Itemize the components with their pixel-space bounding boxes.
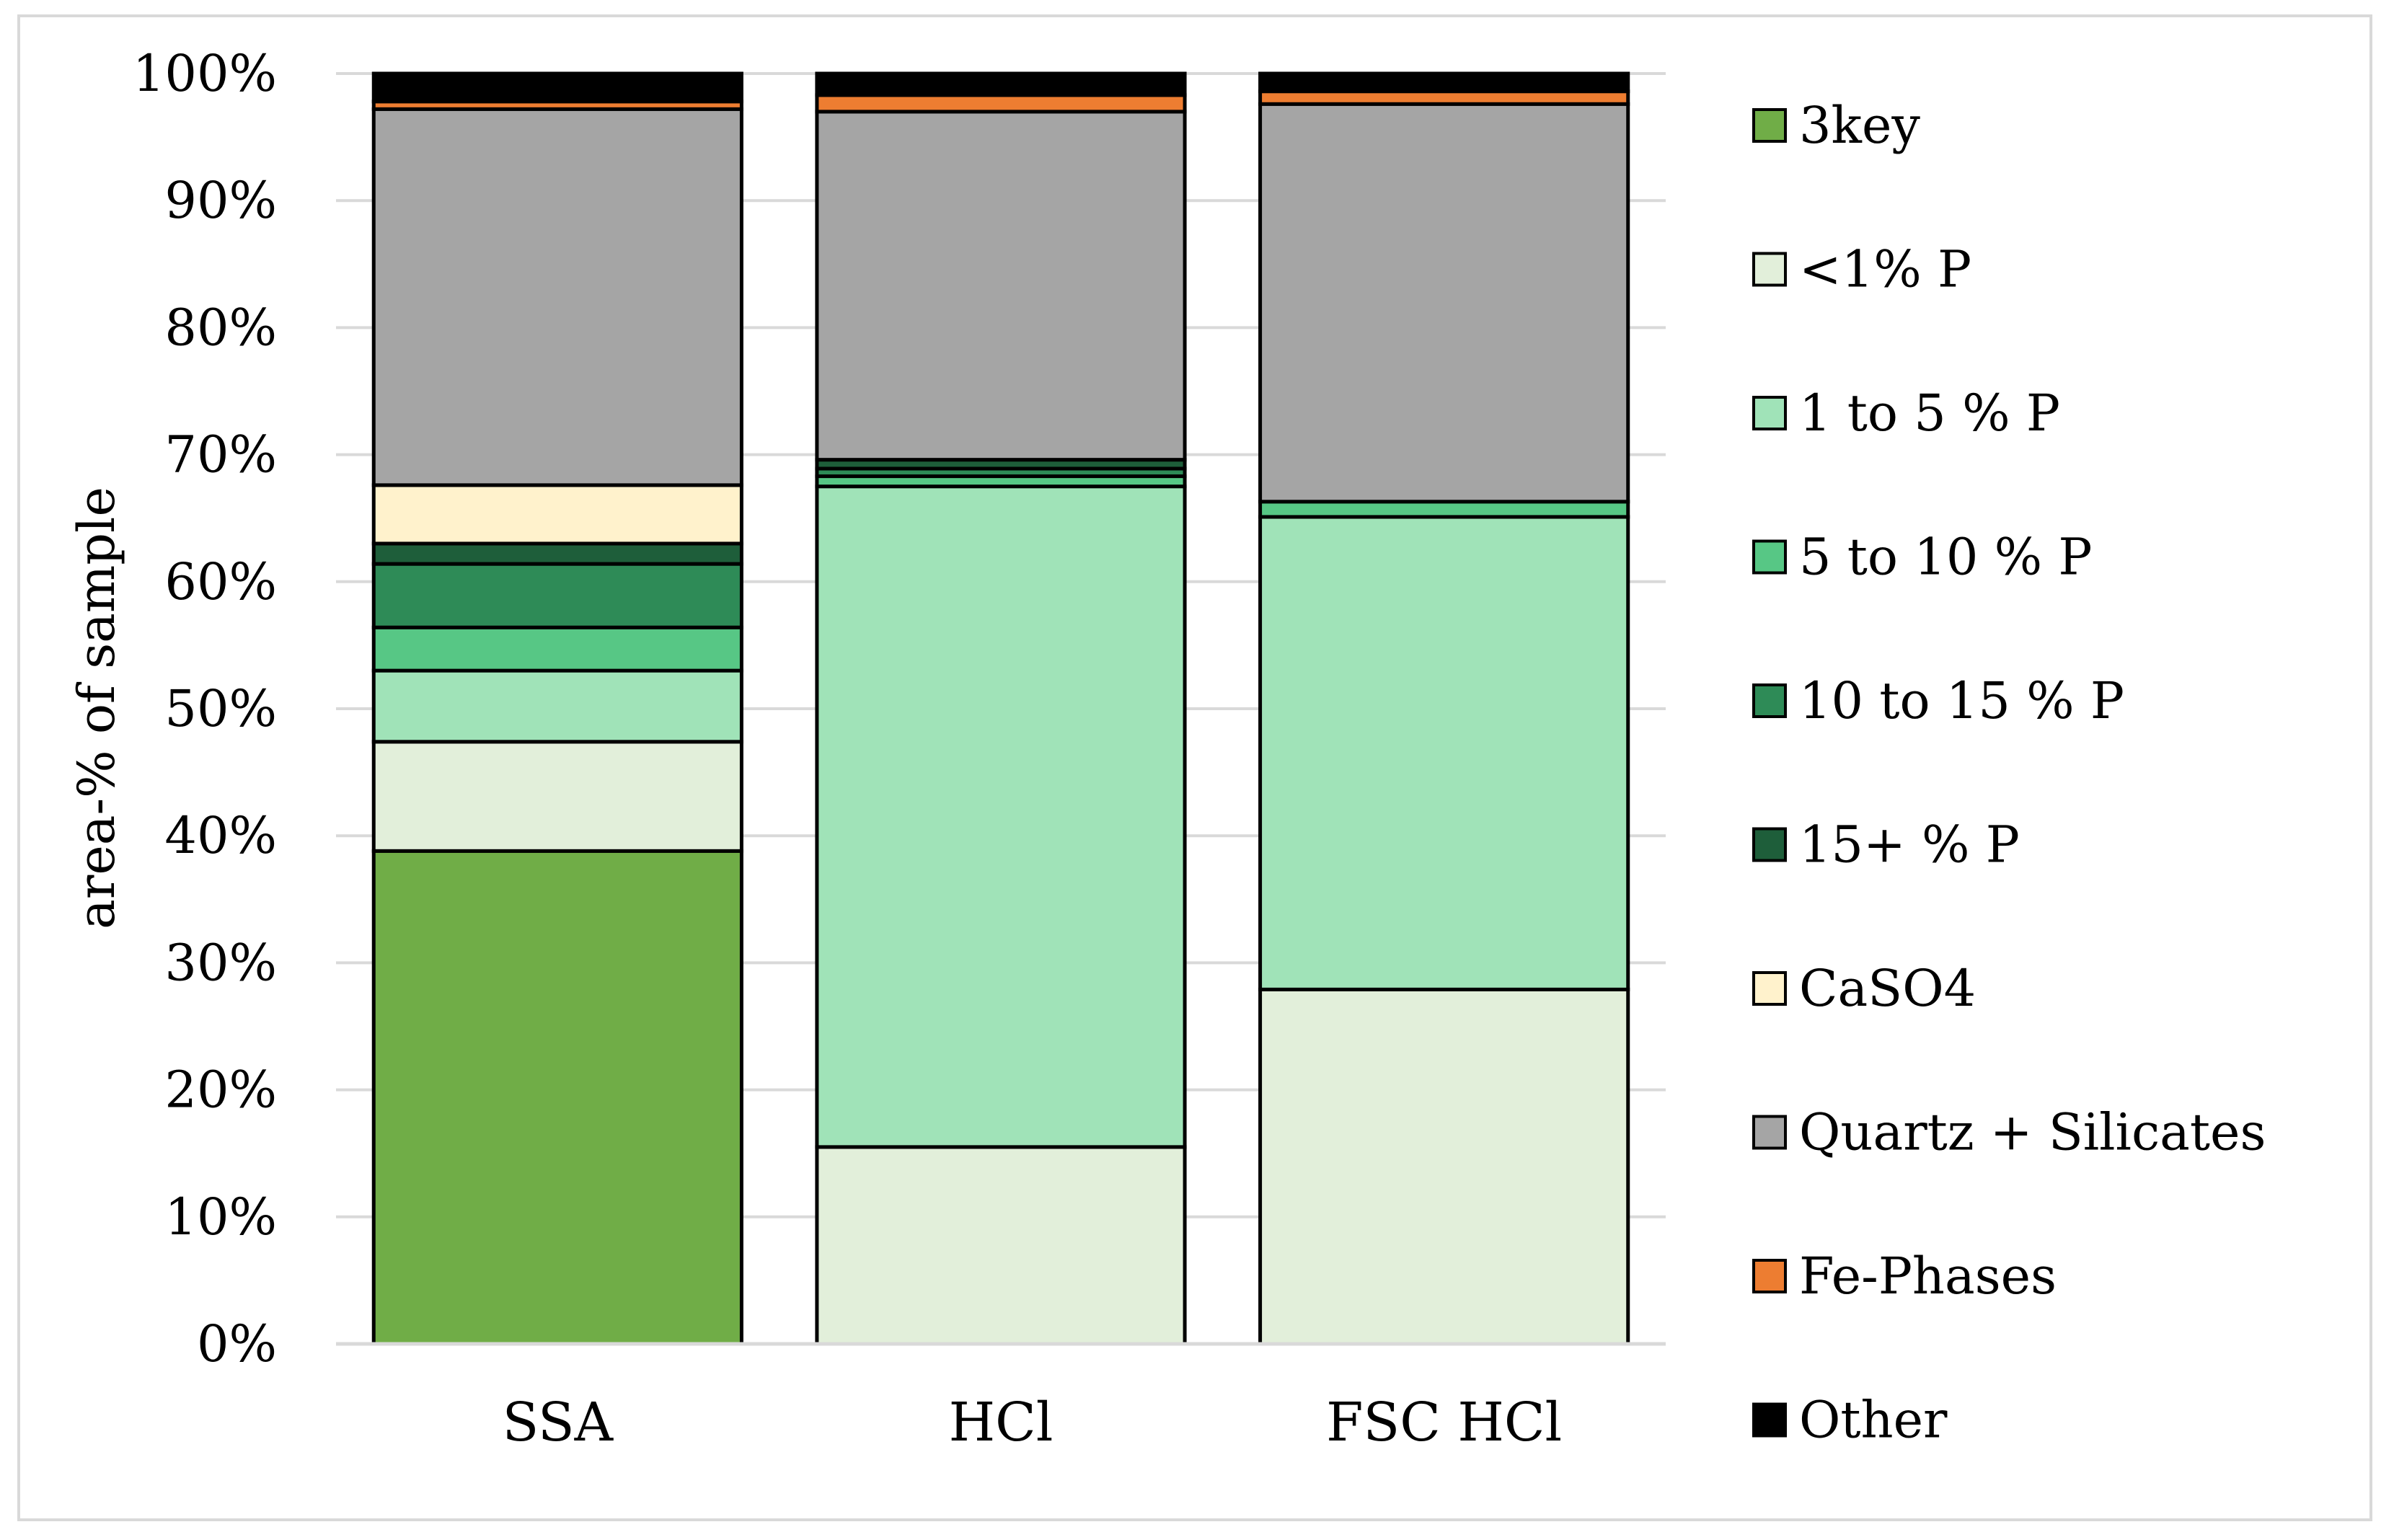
bar-segment-hcl-quartz-silicates bbox=[815, 110, 1187, 462]
legend-label: 1 to 5 % P bbox=[1799, 384, 2060, 443]
legend-swatch bbox=[1752, 539, 1787, 575]
legend-label: 10 to 15 % P bbox=[1799, 671, 2124, 730]
y-tick-label: 40% bbox=[164, 806, 277, 865]
bar-segment-ssa-10-to-15-p bbox=[371, 562, 743, 629]
bar-segment-hcl-1-to-5-p bbox=[815, 484, 1187, 1149]
bar-segment-ssa-3key bbox=[371, 849, 743, 1346]
bar-segment-ssa-quartz-silicates bbox=[371, 107, 743, 487]
y-tick-label: 10% bbox=[164, 1187, 277, 1247]
bar-segment-ssa-15-p bbox=[371, 541, 743, 566]
y-tick-label: 50% bbox=[164, 679, 277, 738]
y-tick-label: 80% bbox=[164, 298, 277, 357]
bar-segment-ssa-caso4 bbox=[371, 483, 743, 546]
y-tick-label: 20% bbox=[164, 1061, 277, 1120]
bar-segment-fsc-hcl-other bbox=[1258, 71, 1630, 94]
legend-label: 5 to 10 % P bbox=[1799, 528, 2093, 587]
legend-swatch bbox=[1752, 683, 1787, 718]
bars bbox=[371, 71, 1630, 1346]
legend-swatch bbox=[1752, 1259, 1787, 1293]
bar-segment-ssa-5-to-10-p bbox=[371, 625, 743, 673]
legend-swatch bbox=[1752, 396, 1787, 430]
bar-segment-hcl-fe-phases bbox=[815, 93, 1187, 114]
legend-swatch bbox=[1752, 1402, 1787, 1438]
bar-segment-hcl-other bbox=[815, 71, 1187, 97]
bar-segment-fsc-hcl-5-to-10-p bbox=[1258, 500, 1630, 519]
bar-segment-fsc-hcl-1-to-5-p bbox=[1258, 515, 1630, 991]
x-category-label: FSC HCl bbox=[1326, 1391, 1562, 1453]
legend-label: Quartz + Silicates bbox=[1799, 1103, 2266, 1162]
bar-segment-hcl-1-p bbox=[815, 1145, 1187, 1346]
y-tick-label: 90% bbox=[164, 171, 277, 230]
x-category-label: HCl bbox=[949, 1391, 1054, 1453]
bar-segment-ssa-other bbox=[371, 71, 743, 104]
legend: 3key <1% P 1 to 5 % P 5 to 10 % P 10 to 15 %… bbox=[1752, 96, 2266, 1450]
legend-label: <1% P bbox=[1799, 240, 1971, 299]
y-tick-label: 100% bbox=[133, 44, 277, 103]
legend-swatch bbox=[1752, 1115, 1787, 1150]
legend-swatch bbox=[1752, 827, 1787, 862]
legend-swatch bbox=[1752, 252, 1787, 287]
y-axis-label: area-% of sample bbox=[67, 487, 126, 929]
y-tick-label: 0% bbox=[197, 1314, 277, 1373]
bar-segment-ssa-1-to-5-p bbox=[371, 668, 743, 744]
bar-segment-fsc-hcl-quartz-silicates bbox=[1258, 102, 1630, 504]
legend-label: Other bbox=[1799, 1391, 1948, 1450]
y-tick-label: 70% bbox=[164, 425, 277, 484]
legend-swatch bbox=[1752, 108, 1787, 143]
bar-segment-ssa-1-p bbox=[371, 740, 743, 853]
y-tick-label: 30% bbox=[164, 933, 277, 992]
legend-label: Fe-Phases bbox=[1799, 1247, 2057, 1306]
legend-label: 3key bbox=[1799, 96, 1920, 155]
x-category-label: SSA bbox=[503, 1391, 614, 1453]
legend-label: CaSO4 bbox=[1799, 959, 1976, 1018]
y-tick-label: 60% bbox=[164, 552, 277, 611]
axes: 0% 10% 20% 30% 40% 50% 60% 70% 80% 90% 100% SSA HCl F… bbox=[133, 44, 1666, 1453]
bar-segment-fsc-hcl-fe-phases bbox=[1258, 89, 1630, 106]
bar-segment-fsc-hcl-1-p bbox=[1258, 987, 1630, 1346]
legend-label: 15+ % P bbox=[1799, 815, 2020, 875]
legend-swatch bbox=[1752, 971, 1787, 1006]
